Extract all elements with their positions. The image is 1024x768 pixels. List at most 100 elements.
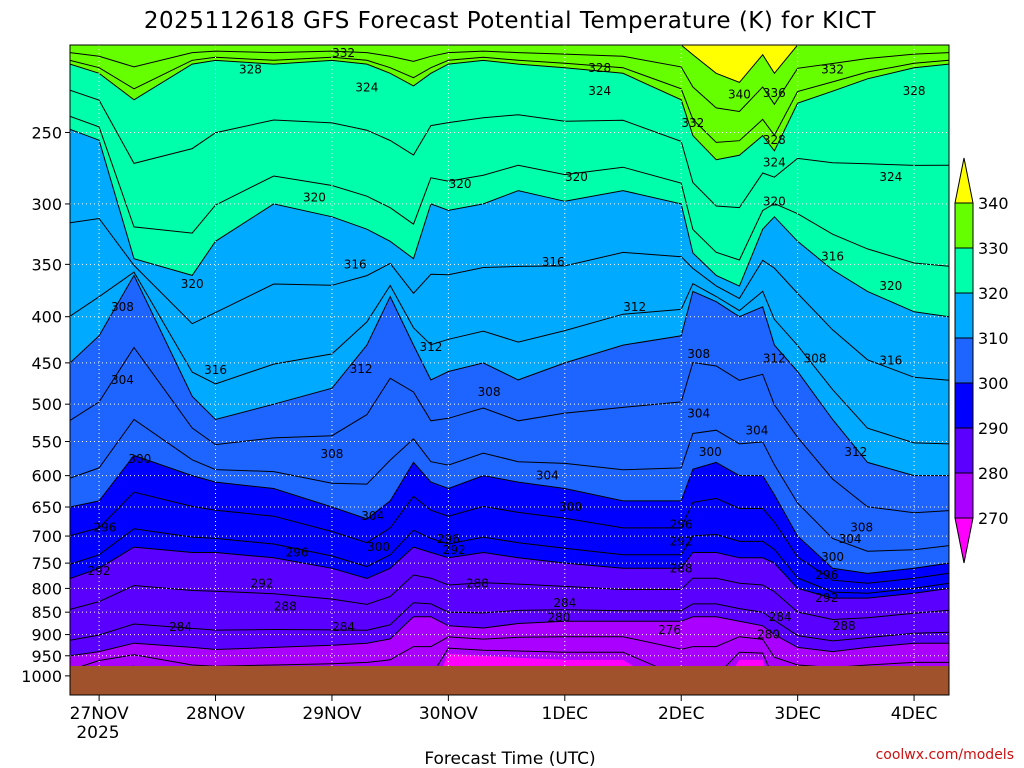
x-axis-label: Forecast Time (UTC) (424, 749, 595, 768)
contour-label: 288 (833, 619, 856, 633)
contour-label: 276 (658, 623, 681, 637)
contour-label: 312 (763, 351, 786, 365)
colorbar-segment (954, 472, 974, 519)
contour-label: 328 (588, 61, 611, 75)
contour-line-310-0 (70, 274, 949, 477)
contour-line-280-1 (70, 636, 949, 671)
colorbar-label: 320 (978, 284, 1009, 303)
contour-label: 328 (239, 63, 262, 77)
colorbar-extend-top (954, 157, 974, 204)
colorbar-extend-bottom (954, 517, 974, 564)
contour-line-290-2 (70, 602, 949, 642)
contour-label: 304 (536, 469, 559, 483)
contour-label: 324 (355, 81, 378, 95)
contour-label: 292 (88, 564, 111, 578)
contour-line-340-0 (70, 45, 949, 83)
contour-line-330-2 (70, 115, 949, 267)
y-tick-label: 600 (31, 467, 62, 486)
contour-label: 296 (815, 568, 838, 582)
colorbar-label: 280 (978, 464, 1009, 483)
contour-label: 304 (745, 424, 768, 438)
x-tick-label: 28NOV (186, 704, 245, 724)
contour-label: 284 (169, 620, 192, 634)
credit-text: coolwx.com/models (876, 747, 1014, 763)
contour-line-330-1 (70, 89, 949, 209)
y-tick-label: 300 (31, 195, 62, 214)
contour-label: 328 (763, 133, 786, 147)
contour-line-340-2 (70, 56, 949, 143)
colorbar-label: 290 (978, 419, 1009, 438)
contour-label: 320 (303, 190, 326, 204)
contour-label: 304 (839, 532, 862, 546)
contour-label: 320 (879, 279, 902, 293)
contour-label: 320 (449, 177, 472, 191)
contour-label: 308 (687, 347, 710, 361)
colorbar-segment (954, 247, 974, 294)
contour-label: 312 (844, 445, 867, 459)
y-tick-label: 750 (31, 554, 62, 573)
contour-label: 300 (128, 452, 151, 466)
x-axis: 27NOV 28NOV 29NOV 30NOV 1DEC 2DEC 3DEC 4DEC (70, 695, 938, 724)
contour-label: 296 (93, 521, 116, 535)
contour-line-340-1 (70, 50, 949, 113)
y-tick-label: 650 (31, 498, 62, 517)
colorbar-label: 300 (978, 374, 1009, 393)
x-tick-label: 30NOV (419, 704, 478, 724)
plot-area (70, 45, 949, 695)
colorbar-segment (954, 382, 974, 429)
contour-label: 308 (478, 385, 501, 399)
colorbar-segment (954, 292, 974, 339)
contour-label: 300 (699, 445, 722, 459)
contour-label: 284 (553, 596, 576, 610)
contour-label: 292 (815, 591, 838, 605)
contour-label: 320 (181, 277, 204, 291)
y-tick-label: 700 (31, 527, 62, 546)
x-axis-year: 2025 (76, 723, 119, 743)
contour-line-300-1 (70, 491, 949, 584)
contour-line-290-0 (70, 546, 949, 599)
contour-label: 324 (879, 170, 902, 184)
contour-label: 332 (821, 63, 844, 77)
colorbar-label: 310 (978, 329, 1009, 348)
contour-label: 304 (111, 373, 134, 387)
y-tick-label: 950 (31, 647, 62, 666)
contour-label: 320 (763, 194, 786, 208)
contour-line-310-1 (70, 346, 949, 514)
contour-label: 280 (757, 628, 780, 642)
colorbar-label: 270 (978, 509, 1009, 528)
contour-label: 300 (367, 540, 390, 554)
chart-title: 2025112618 GFS Forecast Potential Temper… (144, 8, 877, 34)
contour-label: 296 (286, 546, 309, 560)
colorbar-segment (954, 427, 974, 474)
contour-label: 316 (879, 353, 902, 367)
contour-label: 292 (251, 576, 274, 590)
contour-label: 288 (670, 561, 693, 575)
x-tick-label: 3DEC (774, 704, 821, 724)
contour-label: 332 (332, 46, 355, 60)
contour-labels: 332 328 324 328 324 332 340 336 328 324 332 328 324 3… (88, 46, 926, 642)
colorbar-label: 340 (978, 194, 1009, 213)
contour-label: 308 (321, 447, 344, 461)
colorbar-label: 330 (978, 239, 1009, 258)
contour-line-310-2 (70, 418, 949, 552)
contour-label: 288 (274, 600, 297, 614)
y-axis: 250 300 350 400 450 500 550 600 650 700 750 800 850 9… (21, 123, 70, 686)
contour-label: 312 (623, 300, 646, 314)
contour-line-320-1 (70, 217, 949, 381)
contour-line-300-0 (70, 454, 949, 574)
contour-label: 284 (769, 610, 792, 624)
y-tick-label: 400 (31, 308, 62, 327)
colorbar: 340 330 320 310 300 290 280 270 (954, 157, 1009, 564)
y-tick-label: 450 (31, 354, 62, 373)
contour-label: 304 (361, 509, 384, 523)
contour-label: 336 (763, 86, 786, 100)
contour-label: 300 (559, 500, 582, 514)
contour-label: 324 (588, 84, 611, 98)
contour-label: 288 (466, 576, 489, 590)
contour-label: 304 (687, 406, 710, 420)
contour-label: 308 (850, 521, 873, 535)
contour-line-320-0 (70, 128, 949, 318)
contour-label: 300 (821, 550, 844, 564)
x-tick-label: 4DEC (891, 704, 938, 724)
